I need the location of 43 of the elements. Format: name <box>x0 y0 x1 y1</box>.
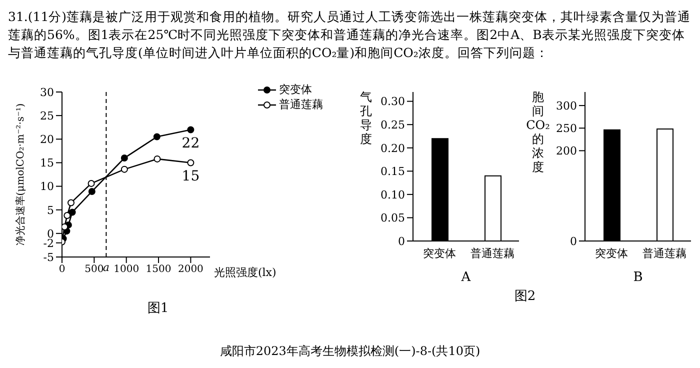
y-tick-label: 0 <box>570 234 577 248</box>
x-tick-label: 突变体 <box>595 246 628 260</box>
y-tick-label: 30 <box>40 86 54 99</box>
x-tick-label: 普通莲藕 <box>470 246 514 260</box>
y-tick-label: 5 <box>47 204 54 217</box>
y-tick-label: 0.15 <box>380 165 405 178</box>
y-tick-label: 0.25 <box>380 118 405 132</box>
y-tick-label: 10 <box>40 180 54 194</box>
text: 咸阳市2023年高考生物模拟检测(一)-8-(共10页) <box>218 343 482 360</box>
y-axis-title: 胞间CO₂的浓度 <box>525 90 551 174</box>
x-tick-label: 500 <box>84 264 104 276</box>
y-tick-label: 300 <box>556 99 577 112</box>
x-tick-label: 1500 <box>146 264 172 276</box>
legend-label: 突变体 <box>279 82 312 97</box>
caption: 图1 <box>146 300 170 317</box>
y-tick-label: 0 <box>398 234 405 248</box>
y-tick-label: 0.30 <box>380 95 405 108</box>
x-axis-title: A <box>460 270 472 285</box>
x-axis-title: B <box>633 270 643 285</box>
y-tick-label: 25 <box>40 109 54 122</box>
y-tick-label: 0.20 <box>380 142 405 155</box>
data-label: 15 <box>182 168 200 185</box>
x-tick-label: 2000 <box>178 264 204 276</box>
caption: 图2 <box>513 288 537 305</box>
y-tick-label: 20 <box>40 133 54 146</box>
x-tick-label: 1000 <box>114 264 140 276</box>
text: 31.(11分)莲藕是被广泛用于观赏和食用的植物。研究人员通过人工诱变筛选出一株莲藕突变体，其叶绿素含量仅为普通莲藕的56%。图1表示在25℃时不同光照强度下突变体和普通莲藕的净光合速率。图2中A、B表示某光照强度下突变体与普通莲藕的气孔导度(单位时间进入叶片单位面积的CO₂量)和胞间CO₂浓度。回答下列问题： <box>8 8 692 62</box>
y-tick-label: -5 <box>43 250 54 264</box>
x-tick-label: 普通莲藕 <box>642 246 686 260</box>
y-axis-title: 净光合速率(μmolCO₂·m⁻²·s⁻¹) <box>14 103 27 246</box>
ref-line-label: a <box>102 260 110 274</box>
y-tick-label: 250 <box>556 122 577 136</box>
y-tick-label: 0.05 <box>380 212 405 225</box>
x-axis-title: 光照强度(lx) <box>214 266 276 279</box>
x-tick-label: 0 <box>58 264 66 276</box>
x-tick-label: 突变体 <box>423 246 456 260</box>
y-tick-label: 15 <box>40 156 54 170</box>
y-tick-label: 200 <box>556 144 577 158</box>
y-tick-label: -2 <box>43 236 54 250</box>
y-tick-label: 0.10 <box>380 188 405 202</box>
data-label: 22 <box>182 136 200 152</box>
legend-label: 普通莲藕 <box>279 97 323 112</box>
y-axis-title: 气孔导度 <box>359 90 373 146</box>
